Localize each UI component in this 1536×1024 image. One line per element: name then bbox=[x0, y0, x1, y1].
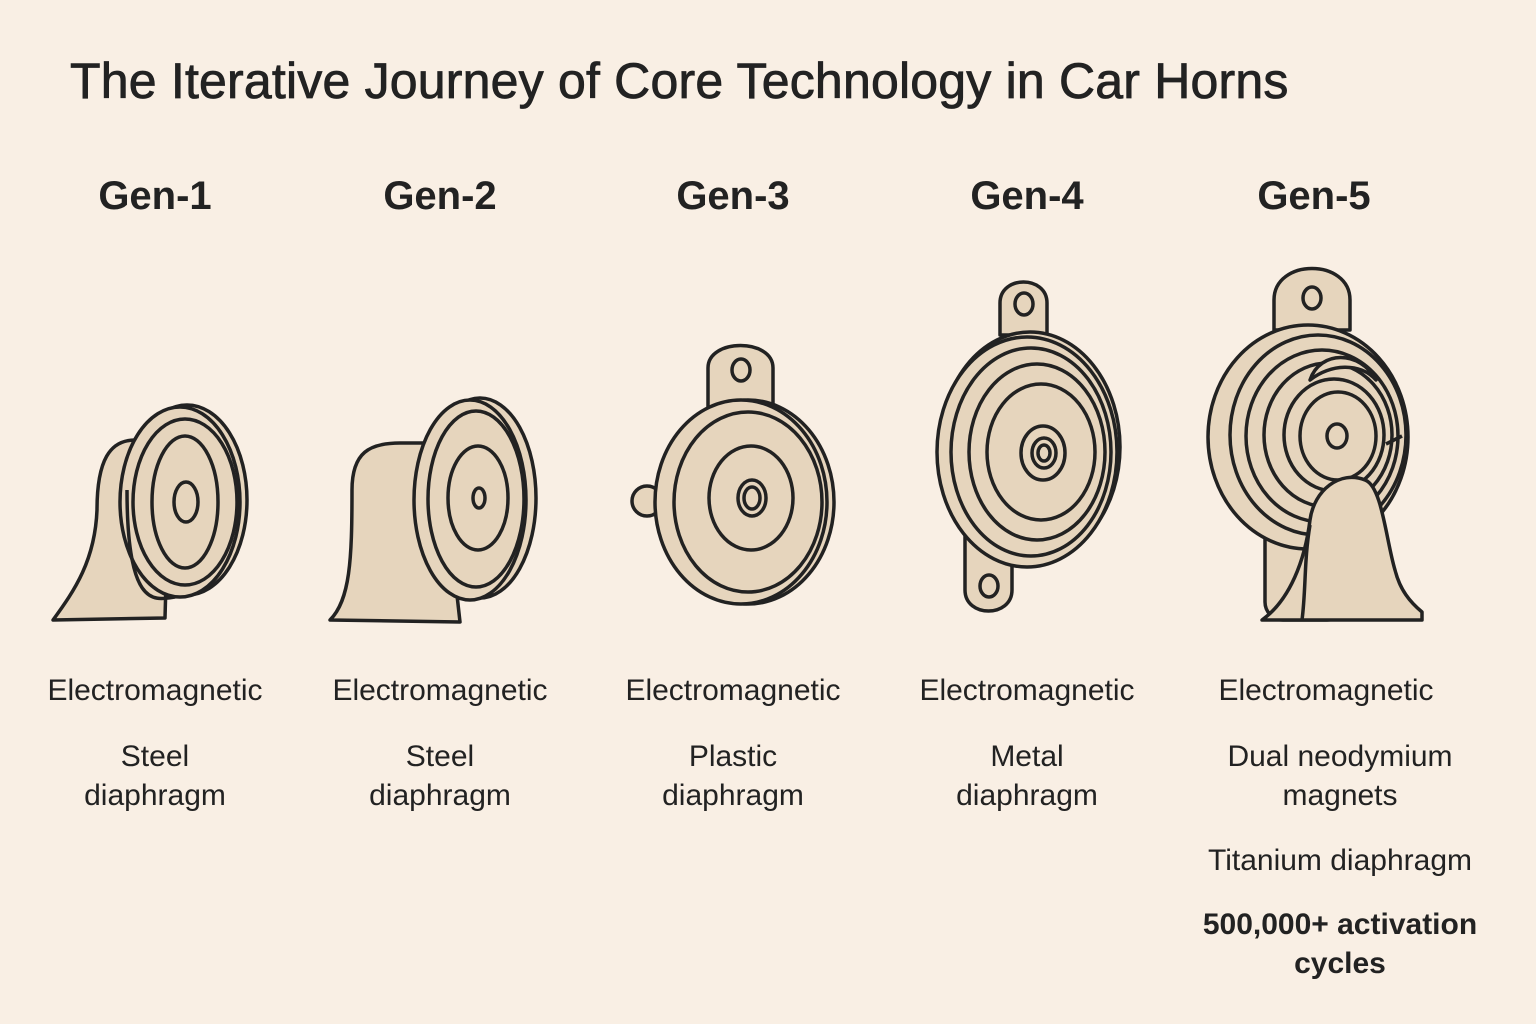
magnets-line: Dual neodymium magnets bbox=[1190, 737, 1490, 815]
generation-label: Gen-1 bbox=[98, 174, 212, 218]
diaphragm-line: Metal diaphragm bbox=[877, 737, 1177, 815]
horn-gen2-icon bbox=[328, 396, 538, 624]
technology-line: Electromagnetic bbox=[919, 674, 1135, 707]
generation-column-2: Gen-2 Electromagnetic Steel diaphragm bbox=[290, 0, 590, 1024]
horn-gen5-icon bbox=[1206, 266, 1424, 622]
generation-column-3: Gen-3 Electromagnetic Plastic diaphragm bbox=[583, 0, 883, 1024]
diaphragm-line: Plastic diaphragm bbox=[583, 737, 883, 815]
horn-gen3-icon bbox=[630, 343, 836, 606]
diaphragm-line-part: Steel diaphragm bbox=[369, 740, 511, 812]
generation-column-4: Gen-4 Electromagnetic Metal diaphragm bbox=[877, 0, 1177, 1024]
technology-line: Electromagnetic bbox=[625, 674, 841, 707]
horn-gen4-icon bbox=[935, 280, 1122, 613]
diaphragm-line: Steel diaphragm bbox=[290, 737, 590, 815]
diaphragm-line-part: Plastic diaphragm bbox=[662, 740, 804, 812]
diaphragm-line-part: Steel diaphragm bbox=[84, 740, 226, 812]
cycles-line: 500,000+ activation cycles bbox=[1190, 905, 1490, 983]
diaphragm-line: Steel diaphragm bbox=[5, 737, 305, 815]
diaphragm-line: Titanium diaphragm bbox=[1207, 844, 1472, 877]
cycles-line-part: 500,000+ activation cycles bbox=[1202, 908, 1478, 980]
magnets-line-part: Dual neodymium magnets bbox=[1227, 740, 1453, 812]
technology-line: Electromagnetic bbox=[1218, 674, 1434, 707]
horn-gen1-icon bbox=[51, 403, 249, 622]
generation-label: Gen-5 bbox=[1257, 174, 1371, 218]
generation-label: Gen-3 bbox=[676, 174, 790, 218]
generation-label: Gen-4 bbox=[970, 174, 1084, 218]
technology-line: Electromagnetic bbox=[332, 674, 548, 707]
generation-column-1: Gen-1 Electromagnetic Steel diaphragm bbox=[5, 0, 305, 1024]
diagram-title: The Iterative Journey of Core Technology… bbox=[70, 53, 1289, 110]
diaphragm-line-part: Metal diaphragm bbox=[956, 740, 1098, 812]
generation-column-5: Gen-5 Electromagnetic Dual neodymium mag… bbox=[1190, 0, 1490, 1024]
technology-line: Electromagnetic bbox=[47, 674, 263, 707]
generation-label: Gen-2 bbox=[383, 174, 497, 218]
